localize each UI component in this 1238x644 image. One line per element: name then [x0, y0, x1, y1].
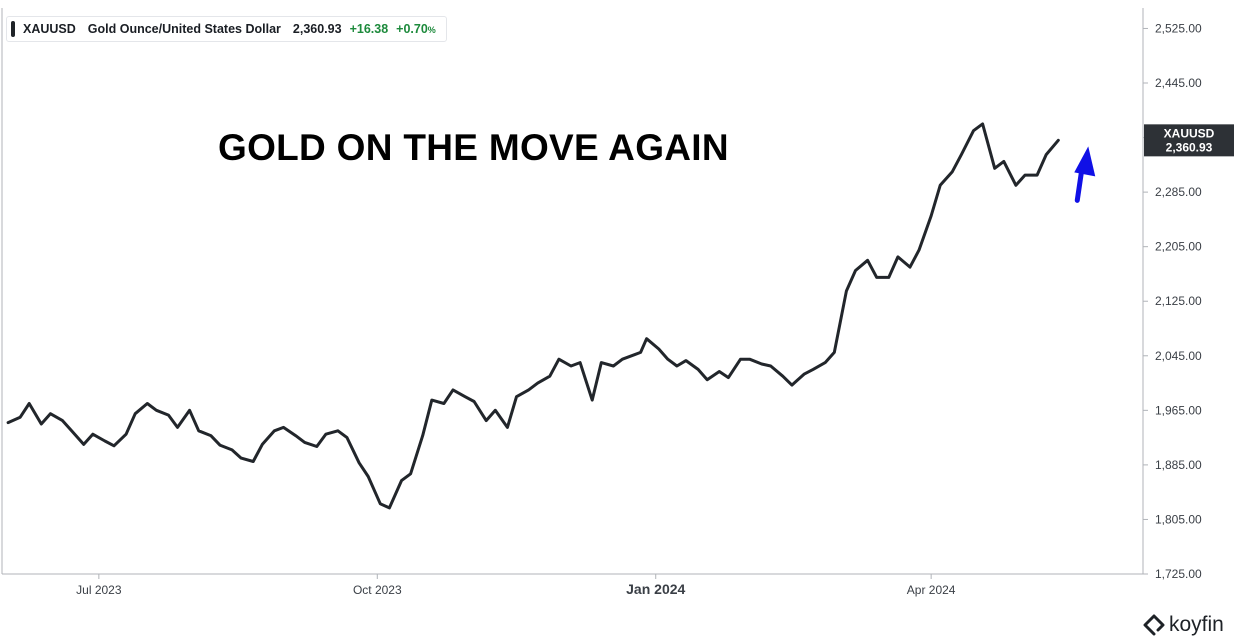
annotation-layer: [1074, 146, 1096, 203]
series-line-xauusd[interactable]: [6, 122, 1060, 510]
y-tick-label: 2,445.00: [1155, 76, 1202, 90]
x-axis: Jul 2023 Oct 2023 Jan 2024 Apr 2024: [2, 573, 1143, 597]
price-tag-value: 2,360.93: [1166, 140, 1213, 154]
y-tick-label: 1,965.00: [1155, 403, 1202, 417]
koyfin-logo-icon: [1143, 614, 1165, 636]
chart-headline: GOLD ON THE MOVE AGAIN: [218, 127, 729, 168]
brand-logo[interactable]: koyfin: [1143, 613, 1224, 637]
up-arrow-icon: [1074, 146, 1096, 177]
x-tick-label: Apr 2024: [907, 583, 956, 597]
x-tick-label: Oct 2023: [353, 583, 402, 597]
legend-instrument-name: Gold Ounce/United States Dollar: [87, 22, 281, 36]
y-tick-label: 2,525.00: [1155, 21, 1202, 35]
series-swatch: [11, 21, 15, 37]
legend-last-price: 2,360.93: [292, 22, 342, 36]
price-tag-background: [1144, 124, 1234, 157]
y-tick-label: 2,125.00: [1155, 294, 1202, 308]
y-tick-label: 2,205.00: [1155, 240, 1202, 254]
price-tag-symbol: XAUUSD: [1164, 126, 1215, 140]
legend-percent-sign: %: [427, 25, 436, 35]
legend-change-percent-value: +0.70: [396, 22, 428, 36]
y-tick-label: 2,045.00: [1155, 349, 1202, 363]
x-tick-label: Jul 2023: [76, 583, 122, 597]
y-tick-label: 1,805.00: [1155, 512, 1202, 526]
legend-change-percent: +0.70%: [396, 22, 436, 36]
brand-name: koyfin: [1169, 613, 1224, 636]
x-tick-label: Jan 2024: [626, 581, 685, 597]
chart-legend[interactable]: XAUUSD Gold Ounce/United States Dollar 2…: [6, 16, 447, 42]
y-tick-label: 1,885.00: [1155, 458, 1202, 472]
legend-symbol: XAUUSD: [23, 22, 76, 36]
series-layer: [6, 122, 1060, 510]
y-axis: 1,725.00 1,805.00 1,885.00 1,965.00 2,045.00…: [1, 8, 1202, 581]
y-tick-label: 1,725.00: [1155, 567, 1202, 581]
legend-change: +16.38: [349, 22, 389, 36]
y-tick-label: 2,285.00: [1155, 185, 1202, 199]
